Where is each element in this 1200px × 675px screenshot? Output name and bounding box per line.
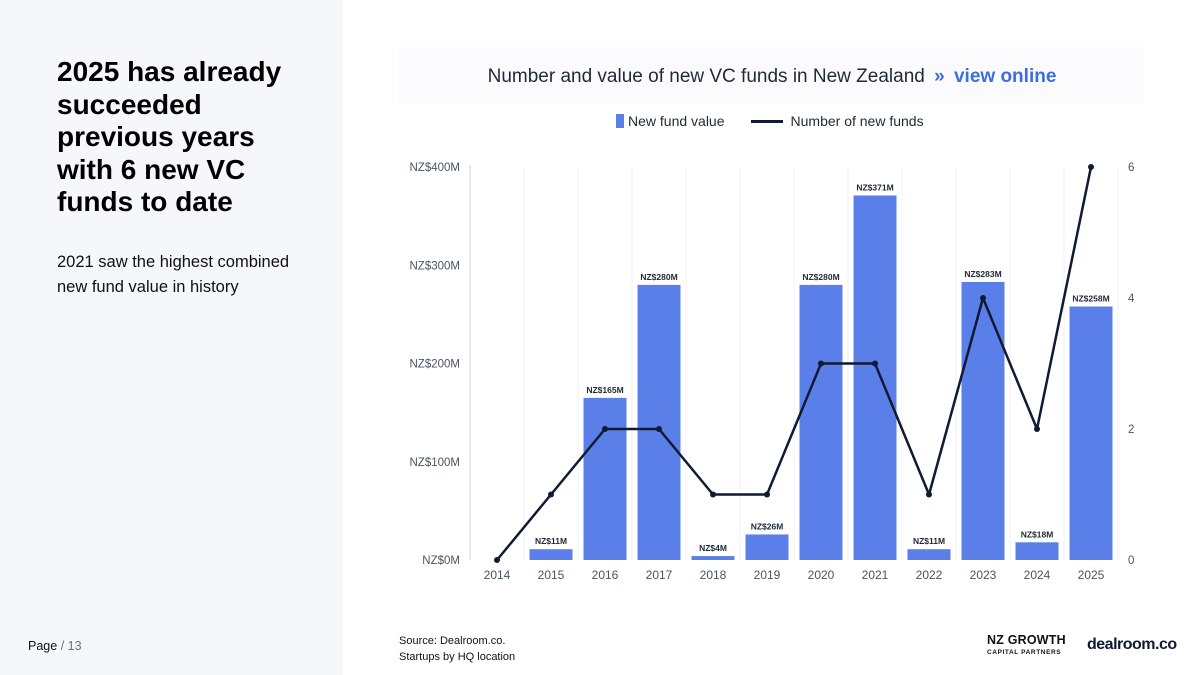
bar-data-label: NZ$280M [640,272,677,282]
y-left-tick-label: NZ$400M [410,162,461,174]
y-right-tick-label: 6 [1128,162,1134,174]
x-tick-label: 2016 [592,568,619,582]
bar-data-label: NZ$4M [699,543,727,553]
source-line-1: Source: Dealroom.co. [399,635,506,647]
bar-data-label: NZ$283M [964,269,1001,279]
x-tick-label: 2015 [538,568,565,582]
line-point [548,491,554,498]
bar [691,556,735,560]
bar-data-label: NZ$165M [586,385,623,395]
subtext: 2021 saw the highest combined new fund v… [57,253,290,296]
bar [637,284,681,560]
source-note: Source: Dealroom.co. Startups by HQ loca… [399,633,515,665]
view-online-link[interactable]: view online [953,66,1057,87]
y-left-tick-label: NZ$100M [410,457,461,469]
bar [745,534,789,560]
chart-legend: New fund value Number of new funds [616,112,924,130]
line-point [602,426,608,432]
bar [1069,306,1113,560]
y-left-tick-label: NZ$200M [410,359,461,371]
bar-data-label: NZ$280M [802,272,839,282]
x-tick-label: 2022 [916,568,943,582]
bar-data-label: NZ$18M [1021,529,1054,539]
line-point [818,360,824,367]
nz-growth-capital-partners-logo: NZ GROWTH CAPITAL PARTNERS [987,634,1067,656]
x-tick-label: 2021 [862,568,889,582]
x-tick-label: 2017 [646,568,673,582]
line-series [496,166,1093,561]
nzgcp-logo-main: NZ GROWTH [987,633,1066,647]
bar [529,549,573,560]
chevron-right-icon[interactable]: » [934,66,945,87]
line-point [656,426,662,432]
bar [1015,542,1059,560]
headline: 2025 has already succeeded previous year… [57,56,282,217]
bar [907,549,951,560]
line-point [710,491,716,498]
x-tick-label: 2019 [754,568,781,582]
x-tick-label: 2014 [484,568,511,582]
y-right-tick-label: 2 [1128,424,1134,436]
x-tick-label: 2024 [1024,568,1051,582]
page-indicator: Page / 13 [28,639,82,653]
line-point [980,295,986,301]
bar-data-label: NZ$258M [1072,294,1109,304]
chart-header-background [399,47,1144,103]
bar-data-label: NZ$371M [856,182,893,192]
x-tick-label: 2025 [1078,568,1105,582]
y-left-tick-label: NZ$0M [422,555,460,567]
line-point [1034,426,1040,432]
line-point [494,557,500,563]
x-tick-label: 2018 [700,568,727,582]
y-right-tick-label: 4 [1128,293,1135,305]
bar [853,195,897,560]
line-point [872,360,878,367]
legend-bar-label: New fund value [628,113,725,129]
nzgcp-logo-sub: CAPITAL PARTNERS [987,648,1062,656]
chart-title: Number and value of new VC funds in New … [487,66,925,87]
legend-line-swatch [750,119,783,123]
bar-data-label: NZ$26M [751,521,784,531]
line-point [764,491,770,498]
x-tick-label: 2023 [970,568,997,582]
dealroom-logo: dealroom.co [1087,636,1177,653]
page-label: Page [28,639,58,653]
chart-title-row: Number and value of new VC funds in New … [400,66,1144,88]
left-panel: 2025 has already succeeded previous year… [0,0,343,675]
bar-data-label: NZ$11M [913,536,945,546]
bar [583,397,627,560]
y-right-tick-label: 0 [1128,555,1134,567]
x-tick-label: 2020 [808,568,835,582]
source-line-2: Startups by HQ location [399,651,516,663]
bar-data-label: NZ$11M [535,536,567,546]
legend-line-label: Number of new funds [790,113,924,129]
line-point [1088,164,1094,170]
line-point [926,491,932,498]
page-total: / 13 [60,639,82,653]
legend-bar-swatch [616,114,624,128]
y-left-tick-label: NZ$300M [410,260,461,272]
bar [961,281,1005,560]
bar [799,284,843,560]
